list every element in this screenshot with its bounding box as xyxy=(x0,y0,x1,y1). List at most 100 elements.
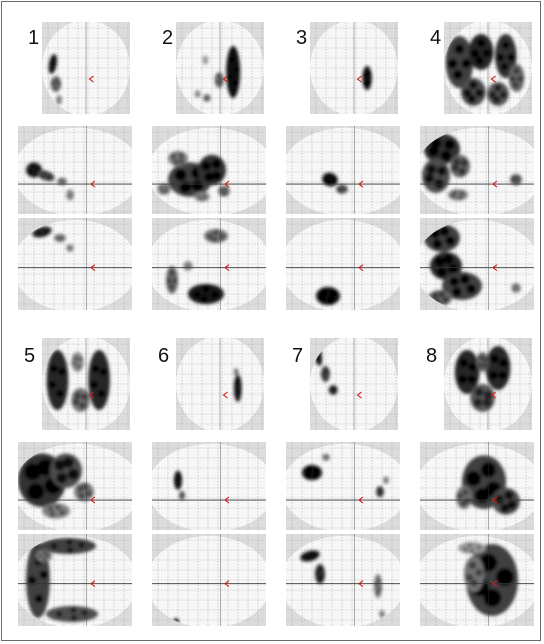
activation-blob xyxy=(46,606,98,622)
brain-outline xyxy=(152,219,266,310)
grid xyxy=(310,338,398,430)
origin-marker-icon xyxy=(222,391,228,399)
activation-clusters xyxy=(322,172,348,194)
brain-outline xyxy=(286,127,400,214)
panel-label-5: 5 xyxy=(24,345,36,367)
origin-marker-icon xyxy=(224,496,230,504)
activation-clusters xyxy=(157,150,230,202)
origin-marker-icon xyxy=(490,391,496,399)
activation-blob xyxy=(322,172,338,187)
origin-marker-icon xyxy=(356,391,362,399)
activation-clusters xyxy=(48,54,63,105)
origin-marker-icon xyxy=(356,75,362,83)
panel-7-axial-view xyxy=(286,534,400,626)
panel-6-sagittal-view xyxy=(176,338,264,430)
grid xyxy=(176,22,264,114)
activation-clusters xyxy=(174,470,185,501)
activation-clusters xyxy=(32,226,74,252)
activation-blob xyxy=(476,352,489,372)
panel-5-sagittal-view xyxy=(42,338,130,430)
activation-blob xyxy=(40,538,96,554)
activation-blob xyxy=(468,34,494,70)
activation-clusters xyxy=(26,162,74,201)
activation-blob xyxy=(179,490,185,501)
activation-blob xyxy=(362,66,372,90)
panel-1-sagittal-view xyxy=(42,22,130,114)
activation-blob xyxy=(448,189,468,201)
activation-blob xyxy=(328,385,338,395)
activation-blob xyxy=(233,374,242,402)
origin-marker-icon xyxy=(358,580,364,588)
activation-blob xyxy=(157,183,171,195)
grid xyxy=(176,338,264,430)
activation-clusters xyxy=(302,453,389,498)
activation-blob xyxy=(188,284,224,304)
origin-marker-icon xyxy=(358,496,364,504)
activation-blob xyxy=(54,234,66,242)
activation-blob xyxy=(508,64,525,92)
panel-6-coronal-view xyxy=(152,442,266,530)
activation-clusters xyxy=(458,542,518,616)
activation-blob xyxy=(48,54,57,74)
activation-clusters xyxy=(166,229,228,304)
grid xyxy=(42,22,130,114)
brain-outline xyxy=(286,443,400,530)
panel-label-1: 1 xyxy=(28,27,40,49)
activation-blob xyxy=(470,384,495,412)
panel-3-axial-view xyxy=(286,218,400,310)
activation-clusters xyxy=(316,287,340,305)
panel-1-coronal-view xyxy=(18,126,132,214)
grid xyxy=(310,22,398,114)
panel-2-sagittal-view xyxy=(176,22,264,114)
origin-marker-icon xyxy=(224,264,230,272)
grid xyxy=(152,534,266,626)
activation-blob xyxy=(494,34,517,78)
activation-blob xyxy=(36,550,52,562)
panel-1-axial-view xyxy=(18,218,132,310)
panel-4-coronal-view xyxy=(420,126,534,214)
origin-marker-icon xyxy=(222,75,228,83)
activation-blob xyxy=(174,470,182,490)
grid xyxy=(152,442,266,530)
activation-blob xyxy=(168,150,188,167)
activation-blob xyxy=(383,476,389,485)
grid xyxy=(286,218,400,310)
panel-2-axial-view xyxy=(152,218,266,310)
brain-outline xyxy=(18,219,132,310)
activation-clusters xyxy=(456,455,520,515)
origin-marker-icon xyxy=(358,180,364,188)
activation-clusters xyxy=(18,453,94,519)
panel-4-sagittal-view xyxy=(444,22,532,114)
panel-8-axial-view xyxy=(420,534,534,626)
activation-blob xyxy=(315,564,325,584)
activation-blob xyxy=(302,464,322,481)
panel-label-7: 7 xyxy=(292,345,304,367)
origin-marker-icon xyxy=(88,391,94,399)
origin-marker-icon xyxy=(492,180,498,188)
origin-marker-icon xyxy=(88,75,94,83)
origin-marker-icon xyxy=(492,264,498,272)
origin-marker-icon xyxy=(90,264,96,272)
panel-3-coronal-view xyxy=(286,126,400,214)
activation-blob xyxy=(226,46,241,98)
activation-blob xyxy=(46,350,69,410)
origin-marker-icon xyxy=(224,180,230,188)
panel-5-axial-view xyxy=(18,534,132,626)
panel-7-sagittal-view xyxy=(310,338,398,430)
origin-marker-icon xyxy=(90,496,96,504)
panel-5-coronal-view xyxy=(18,442,132,530)
brain-outline xyxy=(18,127,132,214)
activation-clusters xyxy=(362,66,372,90)
activation-blob xyxy=(445,36,474,88)
activation-blob xyxy=(485,346,511,390)
panel-label-3: 3 xyxy=(296,27,308,49)
panel-4-axial-view xyxy=(420,218,534,310)
activation-blob xyxy=(320,366,331,382)
activation-blob xyxy=(183,261,193,271)
panel-label-2: 2 xyxy=(162,27,174,49)
activation-blob xyxy=(374,574,382,598)
panel-3-sagittal-view xyxy=(310,22,398,114)
origin-marker-icon xyxy=(90,580,96,588)
brain-outline xyxy=(152,443,266,530)
activation-clusters xyxy=(46,350,110,412)
